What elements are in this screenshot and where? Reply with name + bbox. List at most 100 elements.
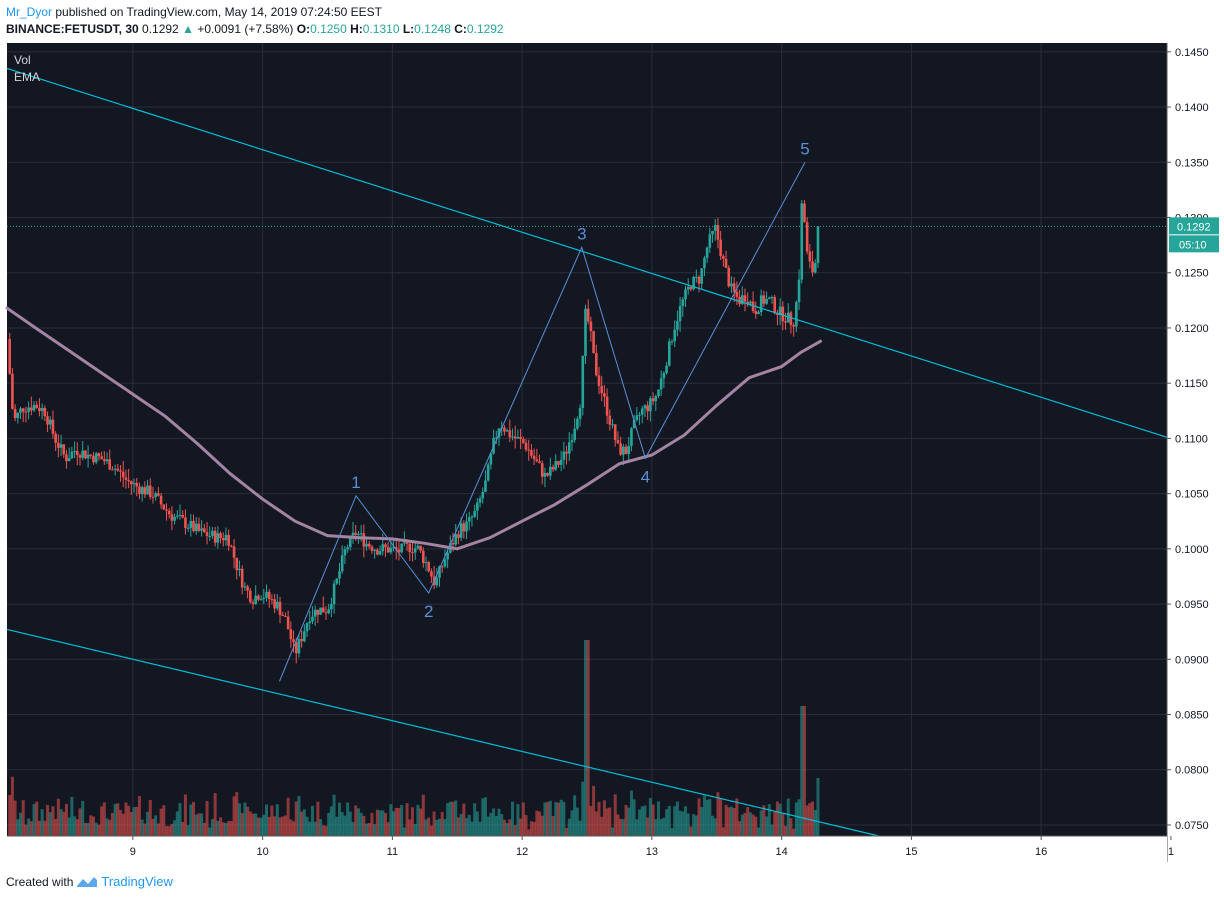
candle-body — [692, 277, 695, 290]
volume-bar — [456, 817, 460, 836]
volume-bar — [164, 826, 168, 836]
volume-bar — [811, 801, 815, 836]
volume-bar — [273, 816, 277, 836]
volume-bar — [140, 819, 144, 836]
volume-bar — [205, 800, 209, 836]
volume-bar — [816, 777, 820, 836]
candle-body — [778, 306, 782, 316]
candle-body — [700, 268, 704, 284]
volume-bar — [786, 798, 790, 836]
indicator-label-ema[interactable]: EMA — [14, 70, 40, 84]
volume-bar — [154, 815, 158, 836]
candle-body — [600, 385, 604, 394]
candle-body — [75, 451, 79, 456]
volume-bar — [616, 814, 620, 836]
candle-body — [503, 427, 506, 432]
candle-body — [311, 616, 314, 622]
candle-body — [257, 595, 260, 600]
candle-body — [54, 433, 57, 443]
volume-bar — [562, 801, 566, 836]
trendlines[interactable] — [6, 67, 1168, 837]
volume-bar — [108, 819, 112, 836]
candle-body — [770, 297, 774, 299]
wave-pattern[interactable]: 1 2 3 4 5 — [279, 139, 810, 682]
price-tick-label: 0.0800 — [1175, 765, 1209, 777]
wave-label-3: 3 — [577, 224, 586, 243]
candle-body — [119, 470, 122, 472]
volume-bar — [494, 815, 498, 836]
volume-bar — [478, 821, 482, 836]
volume-bar — [532, 821, 536, 836]
candle-body — [695, 276, 698, 278]
volume-bar — [310, 805, 314, 836]
volume-bar — [443, 819, 447, 836]
volume-bar — [665, 809, 669, 836]
candle-body — [365, 543, 368, 547]
candle-body — [232, 546, 236, 558]
volume-bar — [281, 816, 285, 836]
volume-bar — [275, 804, 279, 836]
candle-body — [635, 415, 639, 421]
volume-bar — [578, 820, 582, 836]
volume-bar — [483, 797, 487, 836]
candle-body — [411, 552, 414, 554]
candle-body — [157, 493, 160, 496]
volume-bar — [621, 819, 625, 836]
candle-body — [205, 532, 209, 537]
volume-bar — [32, 803, 36, 836]
candle-body — [768, 297, 771, 299]
candle-body — [19, 408, 22, 413]
candle-body — [216, 533, 220, 543]
volume-bar — [467, 814, 471, 836]
volume-bar — [321, 825, 325, 836]
author-link[interactable]: Mr_Dyor — [6, 5, 53, 19]
candle-body — [173, 516, 176, 521]
price-tick-label: 0.1100 — [1175, 433, 1208, 445]
volume-bar — [778, 803, 782, 836]
candle-body — [221, 538, 225, 541]
volume-bar — [235, 792, 239, 836]
time-axis[interactable]: 9 10 11 12 13 14 15 16 1 — [7, 835, 1174, 862]
volume-bar — [738, 821, 742, 836]
candle-body — [305, 623, 309, 632]
volume-bar — [367, 822, 371, 836]
volume-bar — [600, 816, 604, 836]
symbol-name[interactable]: BINANCE:FETUSDT, 30 — [6, 22, 139, 36]
volume-bar — [119, 810, 123, 836]
high-value: 0.1310 — [362, 22, 400, 36]
low-value: 0.1248 — [414, 22, 451, 36]
candle-body — [292, 639, 295, 643]
candle-body — [176, 515, 179, 517]
volume-bar — [751, 814, 755, 836]
candle-body — [484, 480, 487, 492]
candle-body — [346, 547, 349, 550]
candle-body — [630, 428, 633, 446]
candle-body — [270, 599, 274, 601]
volume-bar — [473, 803, 477, 836]
indicator-label-vol[interactable]: Vol — [14, 53, 31, 67]
candle-body — [470, 516, 474, 518]
candle-body — [8, 338, 12, 374]
volume-bar — [392, 811, 396, 836]
tradingview-brand-link[interactable]: TradingView — [101, 874, 173, 889]
candle-body — [727, 267, 731, 287]
candle-body — [735, 291, 739, 297]
candle-body — [330, 603, 333, 610]
volume-bar — [640, 806, 644, 836]
volume-bar — [459, 813, 463, 836]
price-axis[interactable]: 0.0750 0.0800 0.0850 0.0900 0.0950 0.1000 0.10… — [1166, 43, 1224, 862]
volume-bar — [327, 812, 331, 836]
volume-bar — [89, 815, 93, 836]
candle-body — [616, 440, 620, 444]
volume-bar — [670, 828, 674, 836]
candle-body — [154, 493, 157, 497]
volume-bar — [697, 798, 701, 836]
candle-body — [332, 583, 336, 604]
volume-bar — [216, 820, 220, 836]
candle-body — [446, 552, 449, 560]
candle-body — [711, 230, 714, 235]
candle-body — [424, 562, 428, 564]
volume-bar — [535, 810, 539, 836]
candle-body — [40, 407, 44, 412]
